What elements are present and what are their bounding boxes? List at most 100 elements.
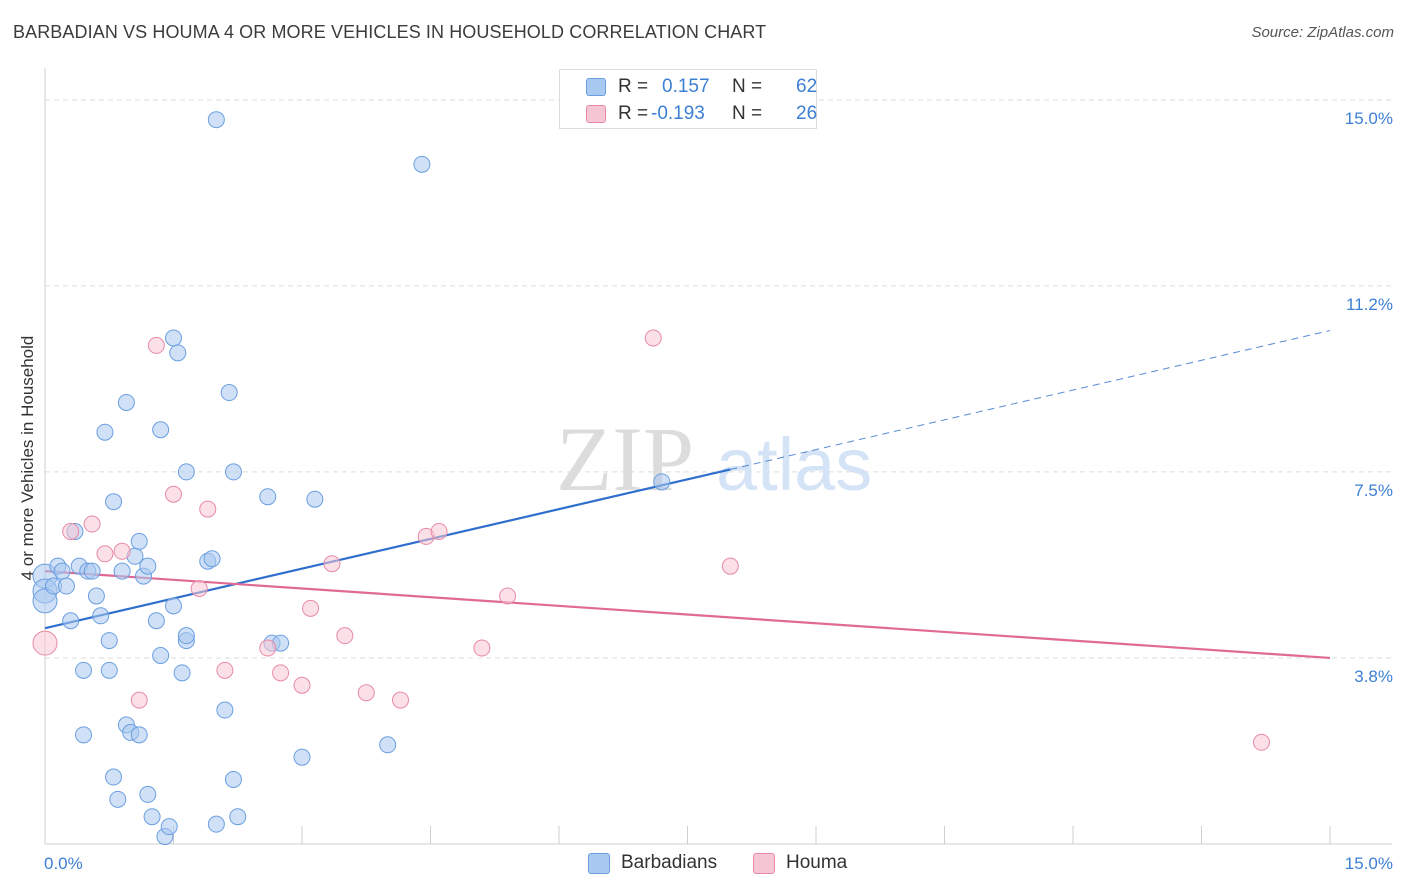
y-tick-label: 11.2%	[1346, 295, 1393, 314]
houma-point	[32, 630, 58, 656]
barbadians-point	[207, 815, 225, 833]
legend-swatch-barbadians	[586, 78, 606, 96]
barbadians-point	[130, 726, 148, 744]
trend-lines	[44, 330, 1331, 660]
legend-r-label: R =	[618, 103, 649, 124]
barbadians-point	[216, 701, 234, 719]
barbadians-point	[75, 661, 93, 679]
houma-point	[644, 329, 662, 347]
houma-point	[199, 500, 217, 518]
houma-point	[130, 691, 148, 709]
axes	[44, 68, 1392, 845]
legend-r-label: R =	[618, 76, 649, 97]
barbadians-point	[306, 490, 324, 508]
legend-n-label: N =	[732, 76, 763, 97]
barbadians-point	[203, 550, 221, 568]
bottom-legend-swatch-barbadians	[588, 853, 610, 874]
barbadians-point	[143, 808, 161, 826]
barbadians-point	[53, 562, 71, 580]
barbadians-point	[165, 329, 182, 347]
barbadians-point	[169, 344, 187, 362]
houma-point	[293, 676, 311, 694]
barbadians-point	[224, 463, 242, 481]
barbadians-point	[109, 790, 127, 808]
houma-point	[83, 515, 101, 533]
houma-point	[430, 522, 448, 540]
barbadians-point	[293, 748, 311, 766]
barbadians-point	[152, 646, 170, 664]
houma-point	[473, 639, 491, 657]
barbadians-point	[160, 818, 178, 836]
x-tick-label: 15.0%	[1345, 854, 1393, 873]
barbadians-point	[57, 577, 75, 595]
barbadians-point	[413, 155, 431, 173]
barbadians-point	[224, 771, 242, 789]
barbadians-point	[139, 557, 157, 575]
houma-point	[113, 542, 131, 560]
barbadians-point	[177, 627, 195, 645]
houma-point	[190, 580, 208, 598]
barbadians-point	[173, 664, 191, 682]
houma-point	[147, 336, 165, 354]
y-tick-label: 7.5%	[1354, 481, 1393, 500]
houma-point	[165, 485, 182, 503]
barbadians-point	[83, 562, 101, 580]
houma-point	[1252, 733, 1270, 751]
data-points	[32, 111, 1270, 846]
houma-point	[357, 684, 375, 702]
source-label: Source: ZipAtlas.com	[1251, 24, 1394, 41]
legend-n-value: 62	[796, 76, 818, 97]
legend-r-value: 0.157	[662, 76, 710, 97]
barbadians-point	[100, 632, 118, 650]
legend-swatch-houma	[586, 105, 606, 123]
legend-r-value: -0.193	[651, 103, 705, 124]
x-tick-label: 0.0%	[44, 854, 83, 873]
watermark: ZIP atlas	[556, 408, 872, 510]
houma-point	[272, 664, 290, 682]
houma-point	[336, 627, 354, 645]
bottom-legend-label: Barbadians	[621, 852, 718, 873]
barbadians-point	[113, 562, 131, 580]
legend-n-value: 26	[796, 103, 818, 124]
barbadians-point	[139, 785, 157, 803]
houma-point	[62, 522, 80, 540]
y-tick-label: 15.0%	[1345, 109, 1393, 128]
houma-point	[302, 599, 320, 617]
barbadians-point	[105, 768, 123, 786]
barbadians-point	[653, 473, 671, 491]
barbadians-point	[379, 736, 397, 754]
barbadians-point	[152, 421, 170, 439]
barbadians-point	[75, 726, 93, 744]
barbadians-trend-line	[44, 468, 731, 630]
bottom-legend-label: Houma	[786, 852, 848, 873]
legend-n-label: N =	[732, 103, 763, 124]
barbadians-point	[32, 588, 58, 614]
barbadians-point	[177, 463, 195, 481]
houma-point	[216, 661, 234, 679]
houma-point	[721, 557, 739, 575]
chart-title: BARBADIAN VS HOUMA 4 OR MORE VEHICLES IN…	[13, 22, 767, 42]
barbadians-point	[96, 423, 114, 441]
barbadians-point	[165, 597, 182, 615]
houma-point	[392, 691, 410, 709]
bottom-legend-swatch-houma	[753, 853, 775, 874]
gridlines	[45, 99, 1392, 659]
barbadians-point	[117, 393, 135, 411]
barbadians-point	[87, 587, 105, 605]
barbadians-point	[207, 111, 225, 129]
barbadians-point	[259, 488, 277, 506]
y-axis-label: 4 or more Vehicles in Household	[18, 335, 37, 581]
barbadians-point	[92, 607, 110, 625]
barbadians-point	[100, 661, 118, 679]
barbadians-point	[229, 808, 247, 826]
barbadians-point	[62, 612, 80, 630]
houma-point	[96, 545, 114, 563]
barbadians-trend-extension	[730, 330, 1331, 470]
barbadians-point	[130, 532, 148, 550]
houma-point	[499, 587, 517, 605]
correlation-legend: R = 0.157 N = 62 R = -0.193 N = 26	[559, 69, 817, 129]
y-tick-label: 3.8%	[1354, 667, 1393, 686]
tick-labels: 3.8% 7.5% 11.2% 15.0% 0.0% 15.0%	[44, 109, 1393, 873]
barbadians-point	[220, 384, 238, 402]
